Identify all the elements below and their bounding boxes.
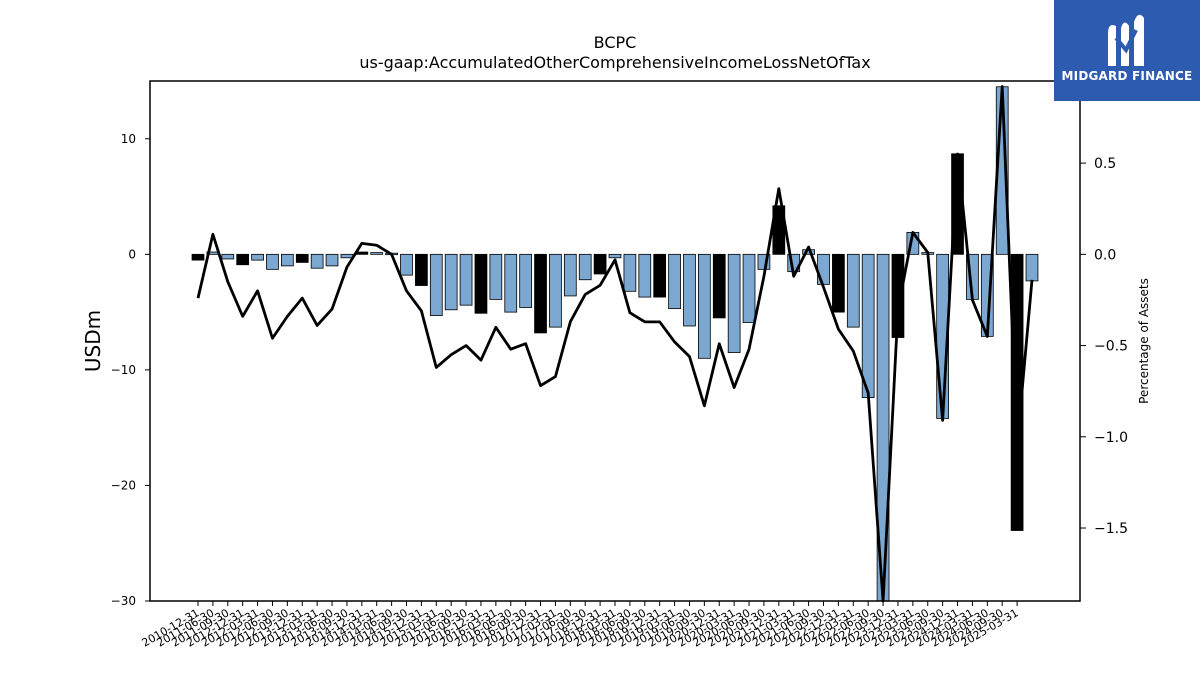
bar-2017-06-30 xyxy=(563,253,577,297)
y-axis-label-left: USDm xyxy=(81,310,105,372)
bar-2022-03-31 xyxy=(846,253,860,328)
bar-2012-09-30 xyxy=(280,253,294,267)
bar-undefined xyxy=(1025,253,1039,282)
bar-2012-12-31 xyxy=(236,253,250,266)
bar-2018-09-30 xyxy=(638,253,652,298)
bar-2012-03-31 xyxy=(251,253,264,261)
y-tick-label-right: −1.5 xyxy=(1094,521,1128,537)
bar-2012-06-30 xyxy=(266,253,279,270)
bar-2018-03-31 xyxy=(608,253,622,259)
y-tick-label-left: 0 xyxy=(128,247,136,261)
y-tick-label-left: −20 xyxy=(111,478,136,492)
bar-2020-12-31 xyxy=(712,253,726,319)
bar-2019-09-30 xyxy=(698,253,711,359)
bar-2020-03-31 xyxy=(727,253,741,353)
bar-2015-03-31 xyxy=(429,253,443,316)
bar-2019-03-31 xyxy=(668,253,681,310)
axes-layer: −30−20−10010−1.5−1.0−0.50.00.52010-12-31… xyxy=(111,80,1128,650)
bar-2019-12-31 xyxy=(653,253,667,298)
bar-2018-12-31 xyxy=(593,253,607,275)
bar-2011-09-30 xyxy=(221,253,235,260)
bar-2016-09-30 xyxy=(519,253,533,308)
bar-2017-12-31 xyxy=(534,253,547,334)
bar-2022-12-31 xyxy=(832,253,845,313)
y-tick-label-right: −1.0 xyxy=(1094,430,1128,446)
bar-2013-12-31 xyxy=(295,253,309,263)
bar-2013-09-30 xyxy=(340,253,354,259)
bar-2014-09-30 xyxy=(400,253,413,276)
bar-2023-12-31 xyxy=(891,253,905,338)
bar-2022-06-30 xyxy=(861,253,875,399)
bar-2015-09-30 xyxy=(459,253,473,306)
y-axis-label-right: Percentage of Assets xyxy=(1137,278,1151,404)
bar-2018-06-30 xyxy=(623,253,637,292)
percentage-of-assets-line xyxy=(196,85,1034,603)
bar-2019-06-30 xyxy=(683,253,696,327)
y-tick-label-left: 10 xyxy=(121,132,136,146)
bar-2013-06-30 xyxy=(325,253,339,267)
bar-2016-12-31 xyxy=(474,253,488,314)
y-tick-label-left: −30 xyxy=(111,594,136,608)
y-tick-label-right: −0.5 xyxy=(1094,339,1128,355)
bar-2020-06-30 xyxy=(742,253,756,323)
bar-2017-09-30 xyxy=(578,253,592,281)
bar-2010-12-31 xyxy=(191,253,205,261)
y-tick-label-right: 0.5 xyxy=(1094,156,1116,172)
chart-subtitle: us-gaap:AccumulatedOtherComprehensiveInc… xyxy=(359,53,870,72)
bar-2015-12-31 xyxy=(415,253,428,286)
y-tick-label-right: 0.0 xyxy=(1094,247,1116,263)
bar-2017-03-31 xyxy=(549,253,562,328)
brand-name: MIDGARD FINANCE xyxy=(1061,69,1193,83)
bar-2016-06-30 xyxy=(504,253,518,313)
bar-2014-03-31 xyxy=(370,252,384,255)
brand-logo: MIDGARD FINANCE xyxy=(1054,0,1200,101)
bar-2013-03-31 xyxy=(310,253,324,269)
bar-2016-03-31 xyxy=(489,253,503,300)
bar-2015-06-30 xyxy=(444,253,458,311)
chart-title: BCPC xyxy=(594,33,637,52)
midgard-m-logo-icon xyxy=(1108,14,1144,67)
y-tick-label-left: −10 xyxy=(111,363,136,377)
bars-layer xyxy=(191,86,1039,602)
line-layer xyxy=(196,85,1034,603)
